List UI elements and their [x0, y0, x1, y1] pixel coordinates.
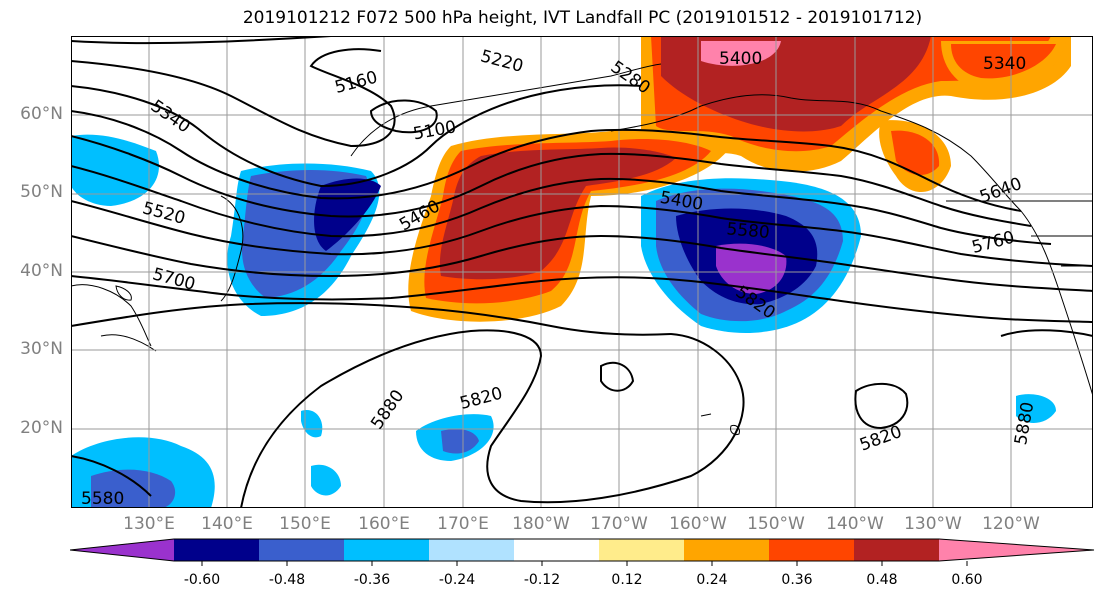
lon-label: 180°W [512, 514, 570, 534]
colorbar-bin [429, 539, 514, 561]
colorbar-bin [514, 539, 599, 561]
colorbar-bin [854, 539, 939, 561]
lon-label: 130°E [123, 514, 175, 534]
colorbar-bin [174, 539, 259, 561]
lat-label: 20°N [20, 418, 63, 438]
lon-label: 170°E [437, 514, 489, 534]
contour-label: 5340 [983, 54, 1026, 74]
contour-label: 5580 [726, 219, 771, 243]
islands [115, 285, 740, 435]
lon-label: 150°W [747, 514, 805, 534]
lat-label: 30°N [20, 339, 63, 359]
colorbar-extend-high [939, 539, 1094, 561]
colorbar-tick-label: 0.60 [951, 572, 983, 588]
colorbar-extend-low [70, 539, 174, 561]
map-panel: 5400 5340 5280 5220 5160 5100 5340 5520 … [71, 36, 1093, 508]
lon-label: 130°W [904, 514, 962, 534]
colorbar-tick-label: -0.12 [523, 572, 561, 588]
colorbar-bin [344, 539, 429, 561]
lat-label: 40°N [20, 261, 63, 281]
colorbar-bin [599, 539, 684, 561]
lon-label: 140°W [826, 514, 884, 534]
colorbar-bin [684, 539, 769, 561]
lat-lon-gridlines [71, 36, 1093, 508]
lon-label: 120°W [982, 514, 1040, 534]
lon-label: 150°E [279, 514, 331, 534]
colorbar-tick-label: -0.24 [438, 572, 476, 588]
colorbar-bin [259, 539, 344, 561]
colorbar-tick-label: -0.60 [183, 572, 221, 588]
colorbar-tick-label: -0.36 [353, 572, 391, 588]
colorbar-tick-label: 0.36 [781, 572, 813, 588]
contour-label: 5400 [719, 49, 762, 69]
colorbar [70, 538, 1095, 566]
map-title: 2019101212 F072 500 hPa height, IVT Land… [242, 8, 923, 28]
coastlines [71, 63, 1093, 397]
lon-label: 140°E [201, 514, 253, 534]
colorbar-tick-label: -0.48 [268, 572, 306, 588]
colorbar-tick-label: 0.12 [611, 572, 643, 588]
lon-label: 160°W [669, 514, 727, 534]
contour-label: 5580 [81, 489, 124, 508]
lat-label: 60°N [20, 104, 63, 124]
lon-label: 170°W [590, 514, 648, 534]
height-contours [71, 36, 1093, 508]
colorbar-tick-label: 0.24 [696, 572, 728, 588]
lat-label: 50°N [20, 182, 63, 202]
lon-label: 160°E [358, 514, 410, 534]
colorbar-tick-label: 0.48 [866, 572, 898, 588]
colorbar-bin [769, 539, 854, 561]
